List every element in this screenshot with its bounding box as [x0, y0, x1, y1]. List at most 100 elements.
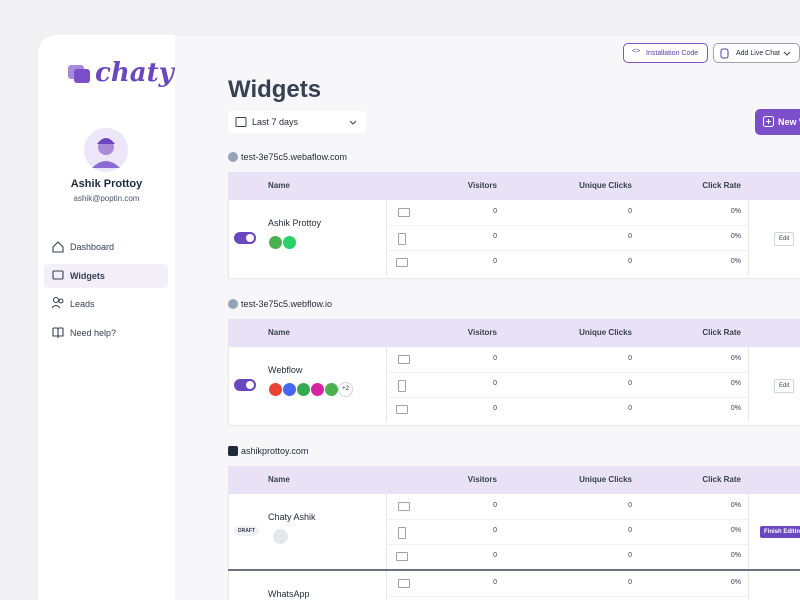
nav-active-bg [44, 264, 168, 288]
device-icon [398, 527, 406, 539]
site-domain: test-3e75c5.webflow.io [241, 299, 333, 309]
stat-value: 0% [730, 380, 741, 387]
plus-icon [763, 116, 774, 127]
column-header: Visitors [467, 181, 497, 190]
column-header: Click Rate [702, 475, 741, 484]
toggle[interactable] [234, 379, 256, 391]
stat-value: 0 [628, 233, 632, 240]
stat-value: 0% [730, 258, 741, 265]
channel-icon [268, 235, 283, 250]
column-header: Unique Clicks [579, 181, 632, 190]
stat-value: 0% [730, 405, 741, 412]
device-icon [398, 355, 410, 364]
site-icon [228, 152, 238, 162]
stat-value: 0% [730, 552, 741, 559]
table-header [228, 466, 800, 494]
nav-item[interactable]: Dashboard [70, 242, 115, 252]
draft-badge: DRAFT [234, 526, 259, 536]
stat-value: 0 [628, 552, 632, 559]
column-header: Click Rate [702, 181, 741, 190]
stat-value: 0 [493, 527, 497, 534]
stat-value: 0 [493, 208, 497, 215]
action-button[interactable]: Edit [774, 232, 795, 246]
stat-value: 0 [493, 258, 497, 265]
column-header: Click Rate [702, 328, 741, 337]
column-header: Unique Clicks [579, 475, 632, 484]
stat-value: 0% [730, 502, 741, 509]
column-header: Name [268, 181, 290, 190]
date-filter-label: Last 7 days [252, 117, 299, 127]
stat-value: 0 [493, 405, 497, 412]
add-live-chat-button[interactable]: Add Live Chat [713, 43, 800, 63]
divider [386, 372, 748, 373]
stat-value: 0% [730, 208, 741, 215]
device-icon [396, 258, 408, 267]
live-chat-icons [720, 48, 791, 59]
divider [386, 571, 387, 600]
channel-icon [268, 382, 283, 397]
nav-item[interactable]: Need help? [70, 328, 117, 338]
date-icons [235, 117, 357, 127]
column-header: Name [268, 475, 290, 484]
site-domain: test-3e75c5.webaflow.com [241, 152, 348, 162]
stat-value: 0 [493, 233, 497, 240]
divider [386, 347, 387, 422]
divider [386, 494, 387, 569]
stat-value: 0 [628, 502, 632, 509]
widget-name: Webflow [268, 365, 303, 375]
divider [386, 544, 748, 545]
row-divider [228, 569, 800, 571]
column-header: Visitors [467, 328, 497, 337]
divider [386, 519, 748, 520]
stat-value: 0% [730, 355, 741, 362]
device-icon [396, 405, 408, 414]
stat-value: 0 [628, 208, 632, 215]
stat-value: 0 [628, 527, 632, 534]
page-title: Widgets [228, 76, 322, 103]
nav-icons [52, 241, 64, 338]
divider [748, 200, 749, 275]
divider [386, 250, 748, 251]
device-icon [398, 502, 410, 511]
site-domain: ashikprottoy.com [241, 446, 309, 456]
site-icon [228, 446, 238, 456]
channel-icon [310, 382, 325, 397]
stat-value: 0 [493, 380, 497, 387]
device-icon [396, 552, 408, 561]
device-icon [398, 233, 406, 245]
device-icon [398, 380, 406, 392]
toggle[interactable] [234, 232, 256, 244]
stat-value: 0 [628, 579, 632, 586]
code-icon: <> [632, 48, 641, 55]
channel-icon [296, 382, 311, 397]
new-widget-button[interactable]: New Widget [755, 109, 800, 135]
stat-value: 0 [493, 502, 497, 509]
widget-name: WhatsApp [268, 589, 310, 599]
stat-value: 0 [628, 405, 632, 412]
channel-icon [282, 235, 297, 250]
column-header: Visitors [467, 475, 497, 484]
stat-value: 0 [493, 355, 497, 362]
stat-value: 0% [730, 579, 741, 586]
avatar [84, 128, 128, 172]
divider [748, 571, 749, 600]
table-header [228, 172, 800, 200]
action-button[interactable]: Finish Editing [760, 526, 800, 538]
nav-item[interactable]: Widgets [70, 271, 105, 281]
more-channels: +2 [338, 382, 353, 397]
device-icon [398, 579, 410, 588]
stat-value: 0 [493, 579, 497, 586]
table-header [228, 319, 800, 347]
divider [386, 596, 748, 597]
logo-text: chaty [95, 58, 174, 88]
installation-code-button[interactable]: Installation Code [623, 43, 708, 63]
action-button[interactable]: Edit [774, 379, 795, 393]
divider [748, 347, 749, 422]
nav-item[interactable]: Leads [70, 299, 95, 309]
widget-name: Chaty Ashik [268, 512, 316, 522]
stat-value: 0 [628, 258, 632, 265]
date-filter[interactable] [228, 111, 366, 133]
user-name: Ashik Prottoy [70, 178, 143, 190]
divider [386, 225, 748, 226]
